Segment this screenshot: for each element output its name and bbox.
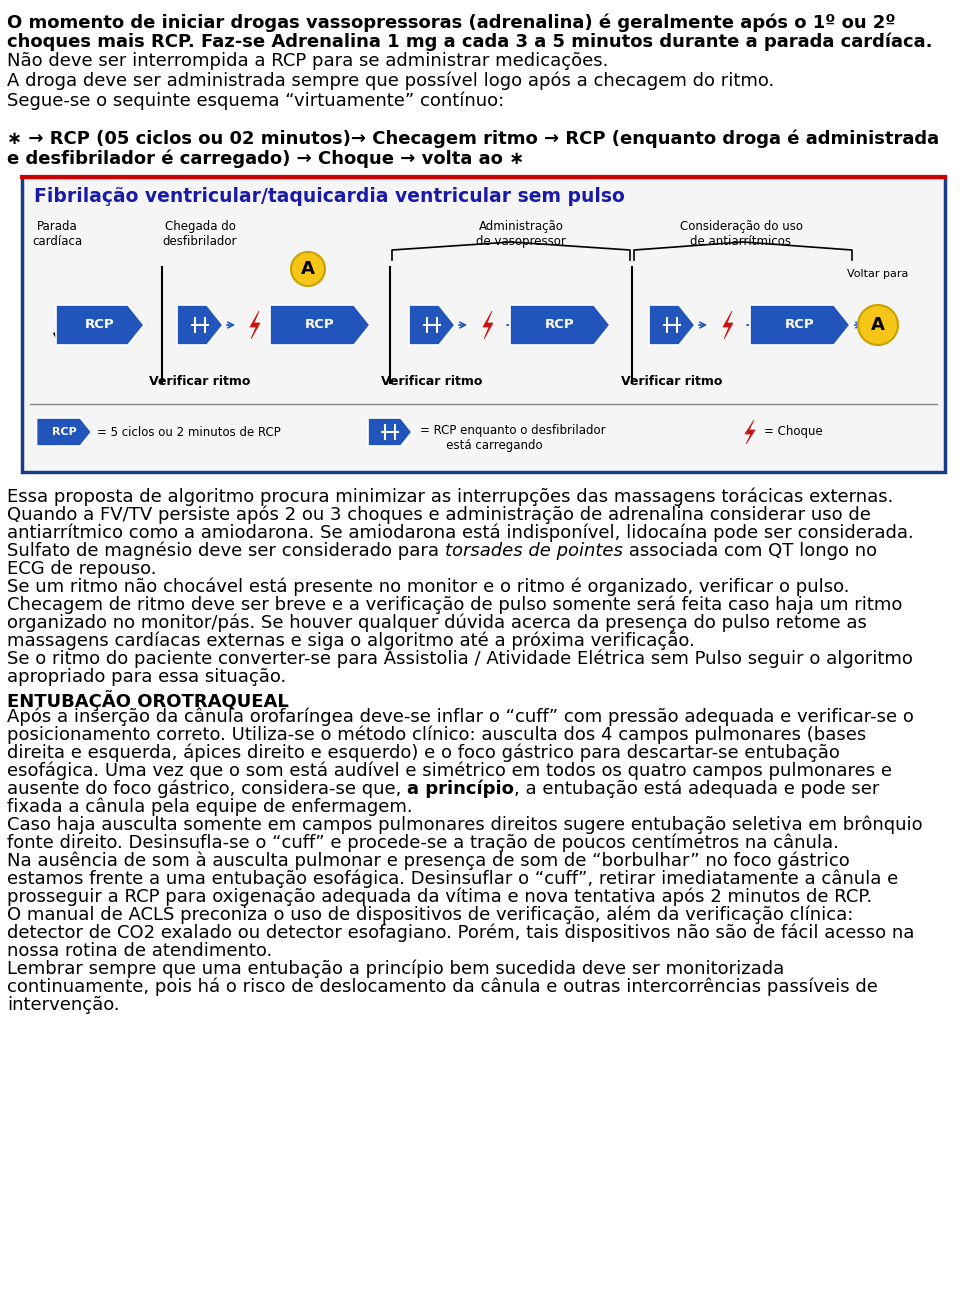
Polygon shape [750, 305, 850, 345]
Text: , a entubação está adequada e pode ser: , a entubação está adequada e pode ser [514, 780, 879, 799]
Text: apropriado para essa situação.: apropriado para essa situação. [7, 668, 286, 686]
Text: Na ausência de som à ausculta pulmonar e presença de som de “borbulhar” no foco : Na ausência de som à ausculta pulmonar e… [7, 852, 850, 870]
Polygon shape [36, 418, 91, 446]
Polygon shape [510, 305, 610, 345]
Text: RCP: RCP [85, 318, 115, 331]
Text: antiarrítmico como a amiodarona. Se amiodarona está indisponível, lidocaína pode: antiarrítmico como a amiodarona. Se amio… [7, 525, 914, 543]
Text: Sulfato de magnésio deve ser considerado para: Sulfato de magnésio deve ser considerado… [7, 542, 444, 561]
Text: massagens cardíacas externas e siga o algoritmo até a próxima verificação.: massagens cardíacas externas e siga o al… [7, 632, 695, 650]
Text: Quando a FV/TV persiste após 2 ou 3 choques e administração de adrenalina consid: Quando a FV/TV persiste após 2 ou 3 choq… [7, 506, 871, 525]
Text: O momento de iniciar drogas vassopressoras (adrenalina) é geralmente após o 1º o: O momento de iniciar drogas vassopressor… [7, 13, 896, 31]
Text: direita e esquerda, ápices direito e esquerdo) e o foco gástrico para descartar-: direita e esquerda, ápices direito e esq… [7, 744, 840, 762]
Polygon shape [723, 311, 733, 339]
Text: fixada a cânula pela equipe de enfermagem.: fixada a cânula pela equipe de enfermage… [7, 797, 413, 817]
Text: O manual de ACLS preconiza o uso de dispositivos de verificação, além da verific: O manual de ACLS preconiza o uso de disp… [7, 906, 853, 924]
Circle shape [858, 305, 898, 345]
Text: ausente do foco gástrico, considera-se que,: ausente do foco gástrico, considera-se q… [7, 780, 407, 799]
Text: Segue-se o sequinte esquema “virtuamente” contínuo:: Segue-se o sequinte esquema “virtuamente… [7, 91, 504, 110]
Text: Verificar ritmo: Verificar ritmo [150, 375, 251, 388]
Circle shape [291, 252, 325, 286]
Text: intervenção.: intervenção. [7, 996, 120, 1014]
Text: ECG de repouso.: ECG de repouso. [7, 560, 156, 578]
Polygon shape [270, 305, 370, 345]
Text: Parada
cardíaca: Parada cardíaca [32, 221, 82, 248]
Text: = RCP enquanto o desfibrilador
       está carregando: = RCP enquanto o desfibrilador está carr… [420, 424, 606, 452]
Text: Consideração do uso
de antiarrítmicos: Consideração do uso de antiarrítmicos [680, 221, 803, 248]
Text: Administração
de vasopressor: Administração de vasopressor [476, 221, 566, 248]
Text: Se um ritmo não chocável está presente no monitor e o ritmo é organizado, verifi: Se um ritmo não chocável está presente n… [7, 578, 850, 596]
Text: estamos frente a uma entubação esofágica. Desinsuflar o “cuff”, retirar imediata: estamos frente a uma entubação esofágica… [7, 870, 899, 889]
Polygon shape [368, 418, 412, 446]
Text: Checagem de ritmo deve ser breve e a verificação de pulso somente será feita cas: Checagem de ritmo deve ser breve e a ver… [7, 596, 902, 615]
Polygon shape [649, 305, 695, 345]
Text: choques mais RCP. Faz-se Adrenalina 1 mg a cada 3 a 5 minutos durante a parada c: choques mais RCP. Faz-se Adrenalina 1 mg… [7, 33, 932, 51]
Text: Não deve ser interrompida a RCP para se administrar medicações.: Não deve ser interrompida a RCP para se … [7, 52, 609, 70]
Polygon shape [177, 305, 223, 345]
Text: A: A [871, 316, 885, 334]
Polygon shape [409, 305, 455, 345]
Text: = Choque: = Choque [764, 425, 823, 438]
FancyBboxPatch shape [22, 177, 945, 472]
Text: RCP: RCP [785, 318, 815, 331]
Text: RCP: RCP [305, 318, 335, 331]
Text: esofágica. Uma vez que o som está audível e simétrico em todos os quatro campos : esofágica. Uma vez que o som está audíve… [7, 762, 892, 780]
Text: RCP: RCP [52, 427, 77, 437]
Text: associada com QT longo no: associada com QT longo no [623, 542, 876, 560]
Text: Caso haja ausculta somente em campos pulmonares direitos sugere entubação seleti: Caso haja ausculta somente em campos pul… [7, 816, 923, 834]
Polygon shape [250, 311, 260, 339]
Text: torsades de pointes: torsades de pointes [444, 542, 623, 560]
Text: prosseguir a RCP para oxigenação adequada da vítima e nova tentativa após 2 minu: prosseguir a RCP para oxigenação adequad… [7, 887, 873, 907]
Text: continuamente, pois há o risco de deslocamento da cânula e outras intercorrência: continuamente, pois há o risco de desloc… [7, 977, 877, 997]
Text: Essa proposta de algoritmo procura minimizar as interrupções das massagens torác: Essa proposta de algoritmo procura minim… [7, 488, 894, 506]
Text: nossa rotina de atendimento.: nossa rotina de atendimento. [7, 942, 273, 960]
Text: ENTUBAÇÃO OROTRAQUEAL: ENTUBAÇÃO OROTRAQUEAL [7, 690, 289, 711]
Text: = 5 ciclos ou 2 minutos de RCP: = 5 ciclos ou 2 minutos de RCP [97, 425, 280, 438]
Text: A: A [301, 260, 315, 278]
Text: RCP: RCP [545, 318, 575, 331]
Text: organizado no monitor/pás. Se houver qualquer dúvida acerca da presença do pulso: organizado no monitor/pás. Se houver qua… [7, 613, 867, 633]
Text: ∗ → RCP (05 ciclos ou 02 minutos)→ Checagem ritmo → RCP (enquanto droga é admini: ∗ → RCP (05 ciclos ou 02 minutos)→ Checa… [7, 130, 939, 149]
Text: a princípio: a princípio [407, 780, 514, 799]
Polygon shape [483, 311, 493, 339]
Text: Chegada do
desfibrilador: Chegada do desfibrilador [163, 221, 237, 248]
Text: posicionamento correto. Utiliza-se o método clínico: ausculta dos 4 campos pulmo: posicionamento correto. Utiliza-se o mét… [7, 726, 866, 744]
Text: Voltar para: Voltar para [848, 269, 909, 279]
Text: Verificar ritmo: Verificar ritmo [621, 375, 723, 388]
Polygon shape [56, 305, 144, 345]
Text: A droga deve ser administrada sempre que possível logo após a checagem do ritmo.: A droga deve ser administrada sempre que… [7, 72, 775, 90]
Text: detector de CO2 exalado ou detector esofagiano. Porém, tais dispositivos não são: detector de CO2 exalado ou detector esof… [7, 924, 914, 942]
Text: Após a inserção da cânula orofaríngea deve-se inflar o “cuff” com pressão adequa: Após a inserção da cânula orofaríngea de… [7, 709, 914, 727]
Text: Fibrilação ventricular/taquicardia ventricular sem pulso: Fibrilação ventricular/taquicardia ventr… [34, 187, 625, 206]
Polygon shape [745, 420, 755, 444]
Text: Se o ritmo do paciente converter-se para Assistolia / Atividade Elétrica sem Pul: Se o ritmo do paciente converter-se para… [7, 650, 913, 668]
Text: fonte direito. Desinsufla-se o “cuff” e procede-se a tração de poucos centímetro: fonte direito. Desinsufla-se o “cuff” e … [7, 834, 839, 852]
Text: Verificar ritmo: Verificar ritmo [381, 375, 483, 388]
Text: Lembrar sempre que uma entubação a princípio bem sucedida deve ser monitorizada: Lembrar sempre que uma entubação a princ… [7, 960, 784, 979]
Text: e desfibrilador é carregado) → Choque → volta ao ∗: e desfibrilador é carregado) → Choque → … [7, 150, 524, 168]
